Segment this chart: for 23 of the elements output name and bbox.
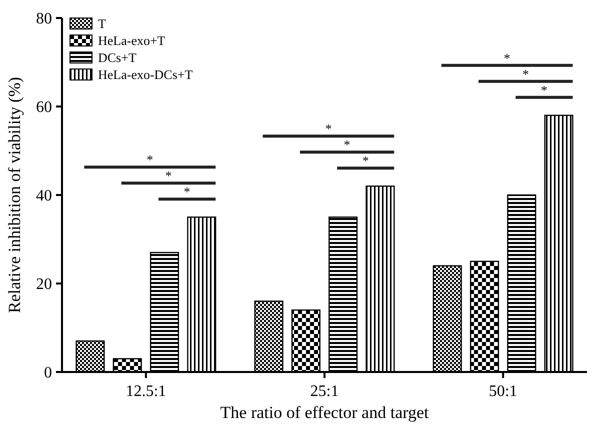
legend-label: DCs+T (98, 50, 136, 65)
legend-label: HeLa-exo+T (98, 33, 166, 48)
x-tick-label: 50:1 (488, 383, 518, 400)
legend-label: HeLa-exo-DCs+T (98, 67, 193, 82)
annotation: * (362, 153, 369, 168)
y-tick-label: 0 (44, 364, 52, 382)
annotation: * (540, 82, 548, 98)
legend-label: T (98, 16, 106, 31)
y-tick-label: 20 (36, 276, 52, 294)
annotation: * (165, 168, 172, 184)
annotation: * (325, 121, 332, 136)
y-tick-label: 40 (36, 188, 52, 205)
x-axis-title: The ratio of effector and target (220, 403, 430, 422)
x-tick-label: 25:1 (310, 383, 339, 400)
annotation: * (504, 50, 510, 66)
y-axis-title: Relative inhibition of viability (%) (5, 76, 24, 314)
annotation: * (146, 152, 154, 168)
annotation: * (522, 66, 529, 82)
y-tick-label: 80 (36, 10, 52, 28)
x-tick-label: 12.5:1 (126, 383, 166, 400)
annotation: * (344, 137, 350, 152)
y-tick-label: 60 (36, 99, 52, 116)
annotation: * (184, 184, 190, 200)
